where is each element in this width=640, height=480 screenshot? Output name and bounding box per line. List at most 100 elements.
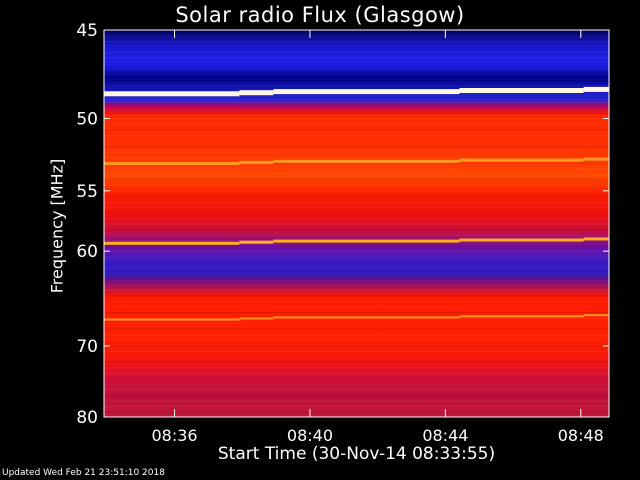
heatmap-striation <box>104 267 609 269</box>
heatmap-striation <box>104 395 609 396</box>
heatmap-striation <box>104 345 609 347</box>
emission-band <box>459 88 584 93</box>
emission-band <box>459 238 584 242</box>
x-axis-ticks: 08:36 08:40 08:44 08:48 <box>151 30 604 445</box>
heatmap-striation <box>104 406 609 407</box>
heatmap-striation <box>104 262 609 264</box>
heatmap-striation <box>104 35 609 37</box>
y-tick-label: 50 <box>76 109 98 129</box>
heatmap-area <box>104 30 609 417</box>
heatmap-striation <box>104 201 609 203</box>
emission-band <box>583 157 609 161</box>
y-tick-label: 45 <box>76 21 98 41</box>
emission-band <box>459 158 584 162</box>
heatmap-striation <box>104 251 609 253</box>
heatmap-striation <box>104 218 609 219</box>
updated-timestamp: Updated Wed Feb 21 23:51:10 2018 <box>2 468 165 478</box>
heatmap-striation <box>104 334 609 336</box>
heatmap-striation <box>104 85 609 87</box>
heatmap-striation <box>104 124 609 125</box>
heatmap-striation <box>104 350 609 352</box>
heatmap-striation <box>104 162 609 164</box>
y-tick-label: 55 <box>76 182 98 202</box>
emission-band <box>273 89 460 95</box>
heatmap-striation <box>104 273 609 275</box>
heatmap-striation <box>104 389 609 391</box>
x-tick-label: 08:44 <box>422 426 468 445</box>
heatmap-striation <box>104 41 609 43</box>
emission-band <box>239 317 274 320</box>
emission-band <box>104 162 240 165</box>
heatmap-striation <box>104 378 609 380</box>
emission-band <box>583 86 609 92</box>
heatmap-striation <box>104 356 609 358</box>
heatmap-striation <box>104 278 609 280</box>
heatmap-striation <box>104 173 609 175</box>
heatmap-striation <box>104 312 609 313</box>
heatmap-striation <box>104 245 609 247</box>
x-tick-label: 08:40 <box>287 426 333 445</box>
emission-band <box>104 91 240 97</box>
heatmap-striation <box>104 68 609 70</box>
emission-band <box>239 160 274 164</box>
heatmap-striation <box>104 168 609 170</box>
emission-band <box>273 316 460 319</box>
heatmap-striation <box>104 140 609 142</box>
y-axis-ticks: 45 50 55 60 70 80 <box>76 21 609 428</box>
heatmap-striation <box>104 323 609 325</box>
emission-band <box>104 241 240 245</box>
heatmap-striation <box>104 179 609 181</box>
heatmap-striation <box>104 383 609 385</box>
heatmap-striation <box>104 184 609 186</box>
plot-frame <box>103 29 610 418</box>
heatmap-striation <box>104 223 609 225</box>
heatmap-striation <box>104 118 609 120</box>
y-axis-label: Frequency [MHz] <box>47 158 67 294</box>
emission-band <box>273 159 460 163</box>
heatmap-striation <box>104 289 609 291</box>
emission-band <box>273 239 460 243</box>
x-tick-label: 08:48 <box>558 426 604 445</box>
heatmap-striation <box>104 52 609 54</box>
heatmap-striation <box>104 79 609 81</box>
emission-band <box>239 90 274 96</box>
heatmap-striation <box>104 74 609 76</box>
heatmap-striation <box>104 190 609 192</box>
heatmap-striation <box>104 301 609 302</box>
emission-band <box>583 314 609 317</box>
heatmap-striation <box>104 400 609 402</box>
heatmap-striation <box>104 212 609 214</box>
heatmap-striation <box>104 135 609 137</box>
emission-band <box>104 318 240 321</box>
heatmap-striation <box>104 107 609 109</box>
heatmap-striation <box>104 339 609 341</box>
heatmap-striation <box>104 256 609 258</box>
x-axis-label: Start Time (30-Nov-14 08:33:55) <box>217 444 496 464</box>
heatmap-striation <box>104 295 609 297</box>
heatmap-striation <box>104 96 609 98</box>
emission-band <box>239 240 274 244</box>
y-tick-label: 80 <box>76 408 98 428</box>
heatmap-striation <box>104 146 609 148</box>
heatmap-striation <box>104 328 609 330</box>
y-tick-label: 60 <box>76 242 98 262</box>
heatmap-striation <box>104 284 609 286</box>
heatmap-striation <box>104 113 609 114</box>
heatmap-striation <box>104 46 609 48</box>
heatmap-striation <box>104 411 609 413</box>
heatmap-striation <box>104 372 609 374</box>
heatmap-striation <box>104 129 609 131</box>
heatmap-striation <box>104 361 609 363</box>
x-tick-label: 08:36 <box>151 426 197 445</box>
emission-band <box>583 237 609 241</box>
heatmap-striation <box>104 367 609 369</box>
heatmap-striation <box>104 234 609 236</box>
emission-band <box>459 315 584 318</box>
heatmap-striation <box>104 101 609 103</box>
heatmap-striation <box>104 57 609 59</box>
chart-title: Solar radio Flux (Glasgow) <box>175 3 465 27</box>
heatmap-striation <box>104 306 609 308</box>
heatmap-striation <box>104 207 609 208</box>
heatmap-striation <box>104 63 609 65</box>
